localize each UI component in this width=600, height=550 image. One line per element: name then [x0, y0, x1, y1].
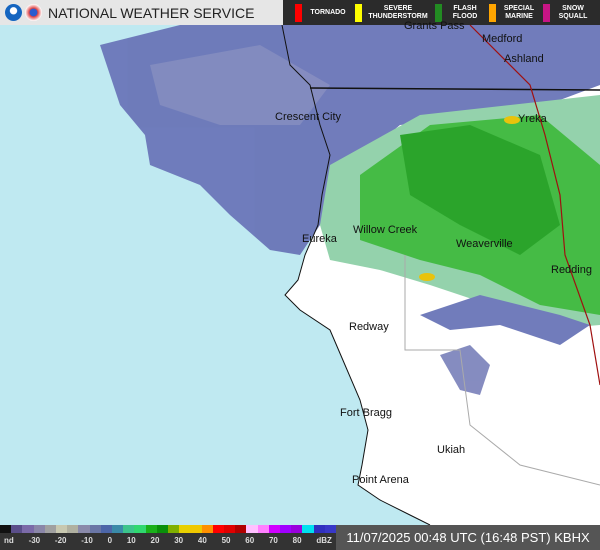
color-step	[78, 525, 90, 533]
color-step	[168, 525, 180, 533]
warning-severe-thunderstorm: SEVERE THUNDERSTORM	[355, 3, 429, 22]
scale-tick: 60	[245, 536, 255, 545]
color-step	[280, 525, 292, 533]
warning-tornado: TORNADO	[295, 3, 349, 22]
warning-special-marine: SPECIAL MARINE	[489, 3, 537, 22]
color-step	[235, 525, 247, 533]
color-step	[212, 525, 225, 533]
color-step	[302, 525, 314, 533]
radar-map[interactable]: Grants Pass Medford Ashland Crescent City Yr…	[0, 20, 600, 526]
scale-tick: 30	[174, 536, 184, 545]
scale-tick: 70	[268, 536, 278, 545]
color-step	[268, 525, 281, 533]
city-label: Ukiah	[437, 444, 466, 456]
scale-tick: dBZ	[316, 536, 332, 545]
timestamp: 11/07/2025 00:48 UTC (16:48 PST) KBHX	[336, 525, 600, 550]
warning-label: SNOW SQUALL	[558, 4, 588, 20]
color-step	[257, 525, 269, 533]
color-step	[190, 525, 202, 533]
color-step	[89, 525, 101, 533]
header: NATIONAL WEATHER SERVICE TORNADO SEVERE T…	[0, 0, 600, 25]
warning-swatch	[295, 3, 302, 22]
color-bar	[0, 525, 337, 533]
city-label: Fort Bragg	[340, 407, 392, 419]
color-step	[11, 525, 23, 533]
scale-tick: 20	[150, 536, 160, 545]
city-label: Redding	[551, 264, 592, 276]
city-label: Point Arena	[352, 474, 409, 486]
city-label: Ashland	[504, 53, 544, 65]
color-step	[123, 525, 135, 533]
dbz-color-scale: nd -30 -20 -10 0 10 20 30 40 50 60 70 80 dBZ	[0, 525, 337, 550]
color-step	[67, 525, 79, 533]
color-step	[313, 525, 325, 533]
scale-tick: -30	[28, 536, 41, 545]
warning-label: SPECIAL MARINE	[503, 4, 535, 20]
city-label: Grants Pass	[404, 20, 465, 32]
color-step	[100, 525, 113, 533]
color-step	[22, 525, 34, 533]
city-label: Yreka	[518, 113, 547, 125]
warning-swatch	[543, 3, 550, 22]
app-title: NATIONAL WEATHER SERVICE	[48, 4, 255, 21]
color-step	[246, 525, 258, 533]
footer: nd -30 -20 -10 0 10 20 30 40 50 60 70 80 dBZ 11/07/20…	[0, 525, 600, 550]
radar-reflectivity	[100, 25, 600, 395]
color-step	[112, 525, 124, 533]
scale-tick: -20	[54, 536, 67, 545]
boundaries	[281, 24, 600, 526]
color-step	[134, 525, 146, 533]
nws-logo-icon	[25, 4, 42, 21]
map-canvas	[0, 24, 600, 526]
scale-tick: 0	[107, 536, 113, 545]
color-step	[33, 525, 45, 533]
color-step	[201, 525, 213, 533]
scale-tick: 10	[126, 536, 136, 545]
color-step	[0, 525, 12, 533]
color-step	[291, 525, 303, 533]
scale-tick: nd	[4, 536, 14, 545]
warning-legend: TORNADO SEVERE THUNDERSTORM FLASH FLOOD SPE…	[283, 0, 600, 25]
warning-flash-flood: FLASH FLOOD	[435, 3, 483, 22]
city-label: Eureka	[302, 233, 337, 245]
scale-tick: -10	[81, 536, 93, 545]
scale-ticks: nd -30 -20 -10 0 10 20 30 40 50 60 70 80 dBZ	[0, 533, 336, 545]
city-label: Crescent City	[275, 111, 342, 123]
city-label: Medford	[482, 33, 523, 45]
scale-tick: 80	[292, 536, 302, 545]
scale-tick: 50	[221, 536, 231, 545]
scale-tick: 40	[197, 536, 207, 545]
city-label: Weaverville	[456, 238, 513, 250]
warning-swatch	[435, 3, 442, 22]
brand: NATIONAL WEATHER SERVICE	[0, 0, 283, 25]
warning-label: FLASH FLOOD	[452, 4, 478, 20]
warning-label: SEVERE THUNDERSTORM	[368, 4, 428, 20]
color-step	[145, 525, 157, 533]
city-label: Willow Creek	[353, 224, 418, 236]
color-step	[179, 525, 191, 533]
warning-swatch	[355, 3, 362, 22]
city-label: Redway	[349, 321, 389, 333]
noaa-logo-icon	[5, 4, 22, 21]
color-step	[56, 525, 68, 533]
color-step	[156, 525, 169, 533]
color-step	[324, 525, 337, 533]
warning-swatch	[489, 3, 496, 22]
warning-label: TORNADO	[310, 8, 346, 16]
color-step	[44, 525, 57, 533]
color-step	[224, 525, 236, 533]
warning-snow-squall: SNOW SQUALL	[543, 3, 591, 22]
